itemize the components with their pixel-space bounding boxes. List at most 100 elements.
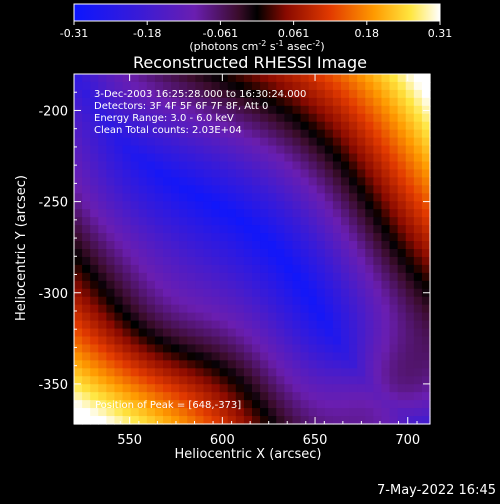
heatmap-cell <box>365 161 374 171</box>
heatmap-cell <box>187 249 196 258</box>
heatmap-cell <box>243 209 253 218</box>
heatmap-cell <box>211 368 221 377</box>
heatmap-cell <box>122 320 132 330</box>
heatmap-cell <box>284 256 294 266</box>
heatmap-cell <box>373 312 383 322</box>
heatmap-cell <box>373 225 383 234</box>
heatmap-cell <box>284 161 294 171</box>
heatmap-cell <box>195 336 205 346</box>
heatmap-cell <box>252 201 261 210</box>
heatmap-cell <box>308 193 318 202</box>
heatmap-cell <box>179 121 188 131</box>
heatmap-cell <box>171 209 180 218</box>
heatmap-cell <box>235 392 245 401</box>
heatmap-cell <box>211 280 221 290</box>
heatmap-cell <box>421 304 431 314</box>
heatmap-cell <box>179 360 188 369</box>
heatmap-cell <box>300 161 310 171</box>
heatmap-cell <box>381 408 391 417</box>
heatmap-cell <box>138 217 148 226</box>
heatmap-cell <box>324 193 334 202</box>
heatmap-cell <box>260 272 269 282</box>
heatmap-cell <box>243 241 253 250</box>
heatmap-cell <box>179 193 188 202</box>
heatmap-cell <box>300 376 310 385</box>
heatmap-cell <box>397 185 407 194</box>
heatmap-cell <box>82 416 91 425</box>
heatmap-cell <box>243 304 253 314</box>
heatmap-cell <box>235 233 245 242</box>
heatmap-cell <box>146 288 156 298</box>
heatmap-cell <box>292 288 302 298</box>
heatmap-cell <box>341 81 350 91</box>
heatmap-cell <box>227 352 237 361</box>
heatmap-cell <box>130 113 140 123</box>
heatmap-cell <box>316 400 326 409</box>
heatmap-cell <box>365 272 374 282</box>
heatmap-cell <box>90 368 99 377</box>
heatmap-cell <box>227 288 237 298</box>
heatmap-cell <box>187 256 196 266</box>
heatmap-cell <box>138 272 148 282</box>
heatmap-cell <box>332 137 342 147</box>
heatmap-cell <box>381 97 391 107</box>
heatmap-cell <box>341 113 350 123</box>
heatmap-cell <box>195 256 205 266</box>
heatmap-cell <box>373 344 383 353</box>
heatmap-cell <box>211 408 221 417</box>
heatmap-cell <box>276 97 285 107</box>
heatmap-cell <box>211 153 221 163</box>
heatmap-cell <box>187 161 196 171</box>
heatmap-cell <box>82 233 91 242</box>
heatmap-cell <box>82 392 91 401</box>
heatmap-cell <box>365 177 374 186</box>
heatmap-cell <box>122 249 132 258</box>
heatmap-cell <box>106 360 116 369</box>
heatmap-cell <box>138 312 148 322</box>
heatmap-cell <box>373 376 383 385</box>
heatmap-cell <box>146 97 156 107</box>
heatmap-cell <box>163 209 172 218</box>
heatmap-cell <box>114 137 124 147</box>
heatmap-cell <box>389 416 399 425</box>
heatmap-cell <box>316 256 326 266</box>
heatmap-cell <box>300 97 310 107</box>
heatmap-cell <box>146 384 156 393</box>
heatmap-cell <box>276 185 285 194</box>
heatmap-cell <box>292 121 302 131</box>
heatmap-cell <box>413 272 423 282</box>
heatmap-cell <box>195 280 205 290</box>
heatmap-cell <box>389 256 399 266</box>
heatmap-cell <box>82 74 91 83</box>
heatmap-cell <box>268 249 277 258</box>
heatmap-cell <box>171 137 180 147</box>
heatmap-cell <box>130 81 140 91</box>
heatmap-cell <box>243 264 253 274</box>
heatmap-cell <box>300 233 310 242</box>
heatmap-cell <box>381 225 391 234</box>
heatmap-cell <box>179 241 188 250</box>
heatmap-cell <box>146 193 156 202</box>
heatmap-cell <box>179 344 188 353</box>
heatmap-cell <box>308 97 318 107</box>
heatmap-cell <box>138 249 148 258</box>
heatmap-cell <box>421 225 431 234</box>
heatmap-cell <box>219 344 229 353</box>
heatmap-cell <box>284 153 294 163</box>
heatmap-cell <box>373 336 383 346</box>
heatmap-cell <box>235 360 245 369</box>
heatmap-cell <box>243 352 253 361</box>
heatmap-cell <box>219 280 229 290</box>
heatmap-cell <box>219 249 229 258</box>
heatmap-cell <box>405 264 415 274</box>
heatmap-cell <box>138 145 148 155</box>
heatmap-cell <box>389 225 399 234</box>
heatmap-cell <box>381 201 391 210</box>
heatmap-cell <box>421 121 431 131</box>
heatmap-cell <box>373 320 383 330</box>
heatmap-cell <box>171 296 180 306</box>
heatmap-cell <box>252 209 261 218</box>
heatmap-cell <box>284 81 294 91</box>
heatmap-cell <box>146 89 156 99</box>
heatmap-cell <box>292 280 302 290</box>
